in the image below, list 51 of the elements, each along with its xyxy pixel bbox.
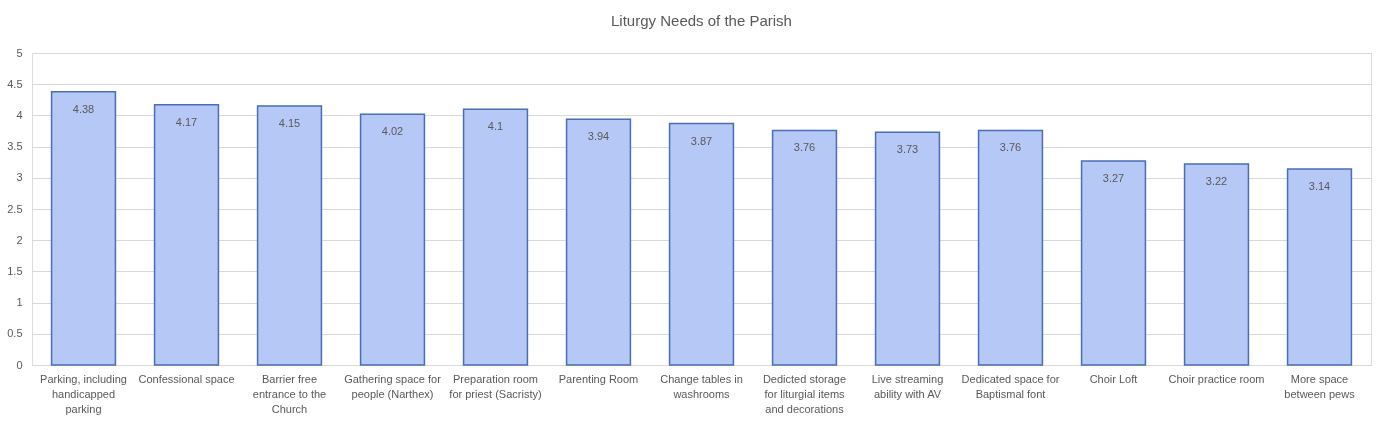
x-tick-label: Barrier free entrance to the Church <box>252 372 327 415</box>
data-label: 3.94 <box>587 130 610 143</box>
y-tick-label: 5 <box>16 46 23 59</box>
bar <box>565 118 632 366</box>
y-tick-label: 0.5 <box>7 327 23 340</box>
data-label: 3.76 <box>793 141 816 154</box>
x-tick-label: Confessional space <box>138 372 235 385</box>
chart-title: Liturgy Needs of the Parish <box>611 12 792 29</box>
bar <box>462 108 529 366</box>
x-tick-label: Choir Loft <box>1089 372 1138 385</box>
y-tick-label: 1.5 <box>7 264 23 277</box>
y-tick-label: 2 <box>16 233 23 246</box>
bar <box>1286 168 1353 366</box>
bar <box>359 113 426 366</box>
bar <box>771 129 838 366</box>
x-tick-label: Dedicted storage for liturgial items and decorations <box>762 372 847 415</box>
bar <box>668 122 735 366</box>
data-label: 3.76 <box>999 141 1022 154</box>
y-tick-label: 1 <box>16 296 23 309</box>
bar <box>256 105 323 366</box>
data-label: 4.38 <box>72 102 95 115</box>
data-label: 4.17 <box>175 115 198 128</box>
x-tick-label: More space between pews <box>1284 372 1356 400</box>
x-tick-label: Change tables in washrooms <box>660 372 743 400</box>
x-tick-label: Choir practice room <box>1168 372 1265 385</box>
x-tick-label: Preparation room for priest (Sacristy) <box>449 372 542 400</box>
bar <box>1183 163 1250 366</box>
data-label: 4.15 <box>278 117 301 130</box>
y-tick-label: 3 <box>16 171 23 184</box>
x-tick-label: Gathering space for people (Narthex) <box>344 372 442 400</box>
bar <box>50 90 117 366</box>
x-tick-label: Dedicated space for Baptismal font <box>961 372 1060 400</box>
data-label: 3.14 <box>1308 180 1331 193</box>
y-tick-label: 0 <box>16 358 23 371</box>
x-tick-label: Parenting Room <box>558 372 639 385</box>
y-tick-label: 2.5 <box>7 202 23 215</box>
bar <box>874 131 941 366</box>
bar <box>153 104 220 366</box>
data-label: 4.1 <box>487 120 504 133</box>
data-label: 4.02 <box>381 125 404 138</box>
data-label: 3.22 <box>1205 175 1228 188</box>
data-label: 3.73 <box>896 143 919 156</box>
y-tick-label: 4.5 <box>7 77 23 90</box>
x-tick-label: Parking, including handicapped parking <box>40 372 127 415</box>
data-label: 3.87 <box>690 134 713 147</box>
y-tick-label: 3.5 <box>7 140 23 153</box>
bar <box>977 129 1044 366</box>
x-tick-label: Live streaming ability with AV <box>871 372 944 400</box>
bar <box>1080 160 1147 366</box>
data-label: 3.27 <box>1102 171 1125 184</box>
y-tick-label: 4 <box>16 108 23 121</box>
